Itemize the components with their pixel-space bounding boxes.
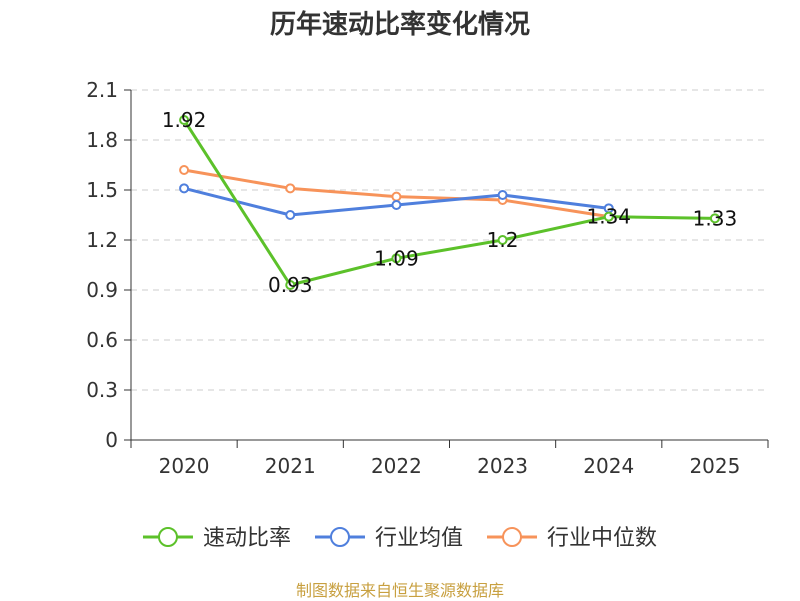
- data-label: 0.93: [268, 273, 313, 297]
- data-point: [497, 190, 508, 200]
- x-tick-label: 2021: [265, 454, 316, 478]
- data-label: 1.92: [162, 108, 207, 132]
- data-point: [179, 165, 190, 175]
- data-point: [285, 183, 296, 194]
- legend-item[interactable]: 速动比率: [142, 526, 291, 551]
- x-tick-label: 2020: [159, 454, 210, 478]
- data-point: [179, 183, 190, 194]
- legend[interactable]: 速动比率 行业均值 行业中位数: [142, 526, 657, 551]
- data-point: [603, 211, 614, 222]
- series-line-1: [182, 119, 715, 287]
- series-layer: [179, 115, 720, 290]
- legend-marker: [157, 527, 178, 547]
- x-tick-label: 2024: [583, 454, 634, 478]
- legend-item[interactable]: 行业中位数: [487, 526, 657, 551]
- data-label-layer: 1.92 0.93 1.09 1.2 1.34 1.33: [162, 108, 737, 297]
- y-tick-label: 1.5: [86, 178, 118, 202]
- data-label: 1.33: [693, 206, 738, 230]
- legend-label: 行业中位数: [547, 526, 657, 551]
- y-tick-label: 2.1: [86, 78, 118, 102]
- y-tick-label: 0.3: [86, 378, 118, 402]
- data-point: [391, 253, 402, 264]
- data-point: [285, 280, 296, 290]
- data-label: 1.2: [487, 228, 519, 252]
- chart-title: 历年速动比率变化情况: [269, 10, 530, 40]
- data-point: [285, 210, 296, 220]
- legend-marker: [329, 527, 350, 547]
- x-tick-label: 2025: [689, 454, 740, 478]
- legend-item[interactable]: 行业均值: [314, 526, 463, 551]
- x-tick-label: 2023: [477, 454, 528, 478]
- legend-label: 行业均值: [375, 526, 463, 551]
- data-point: [391, 191, 402, 202]
- y-tick-label: 0.6: [86, 328, 118, 352]
- data-point: [391, 200, 402, 210]
- data-label: 1.09: [374, 246, 419, 270]
- grid-layer: [131, 89, 768, 391]
- axis-layer: 0 0.3 0.6 0.9 1.2 1.5 1.8 2.1 2020 2021 2022 2023 20…: [86, 78, 769, 478]
- y-tick-label: 0.9: [86, 278, 118, 302]
- data-label: 1.34: [586, 205, 631, 229]
- y-tick-label: 0: [105, 428, 118, 452]
- legend-marker: [502, 527, 523, 547]
- legend-label: 速动比率: [203, 526, 291, 551]
- data-point: [179, 115, 190, 125]
- y-tick-label: 1.2: [86, 228, 118, 252]
- y-tick-label: 1.8: [86, 128, 118, 152]
- data-point: [497, 235, 508, 245]
- data-point: [709, 213, 720, 224]
- source-note: 制图数据来自恒生聚源数据库: [295, 581, 504, 600]
- x-tick-label: 2022: [371, 454, 422, 478]
